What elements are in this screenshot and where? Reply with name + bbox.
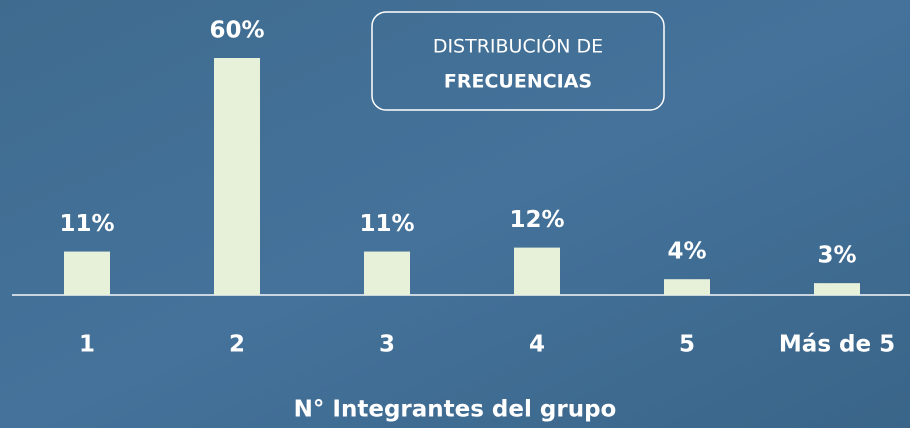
data-label: 4% xyxy=(667,239,706,265)
x-tick-label: 2 xyxy=(229,332,245,358)
x-tick-label: 3 xyxy=(379,332,395,358)
chart-title: DISTRIBUCIÓN DE xyxy=(433,34,603,58)
data-label: 3% xyxy=(817,243,856,269)
x-tick-label: Más de 5 xyxy=(779,332,895,358)
x-axis-label: N° Integrantes del grupo xyxy=(294,397,617,423)
data-label: 60% xyxy=(209,18,264,44)
title-box xyxy=(371,11,665,111)
data-label: 12% xyxy=(509,207,564,233)
bar xyxy=(64,251,110,295)
bar xyxy=(364,251,410,295)
data-label: 11% xyxy=(359,211,414,237)
x-tick-label: 5 xyxy=(679,332,695,358)
bar xyxy=(814,283,860,295)
bar xyxy=(214,58,260,295)
chart-title: FRECUENCIAS xyxy=(444,71,592,93)
bar xyxy=(664,279,710,295)
bar xyxy=(514,247,560,295)
x-tick-label: 4 xyxy=(529,332,545,358)
data-label: 11% xyxy=(59,211,114,237)
x-tick-label: 1 xyxy=(79,332,95,358)
